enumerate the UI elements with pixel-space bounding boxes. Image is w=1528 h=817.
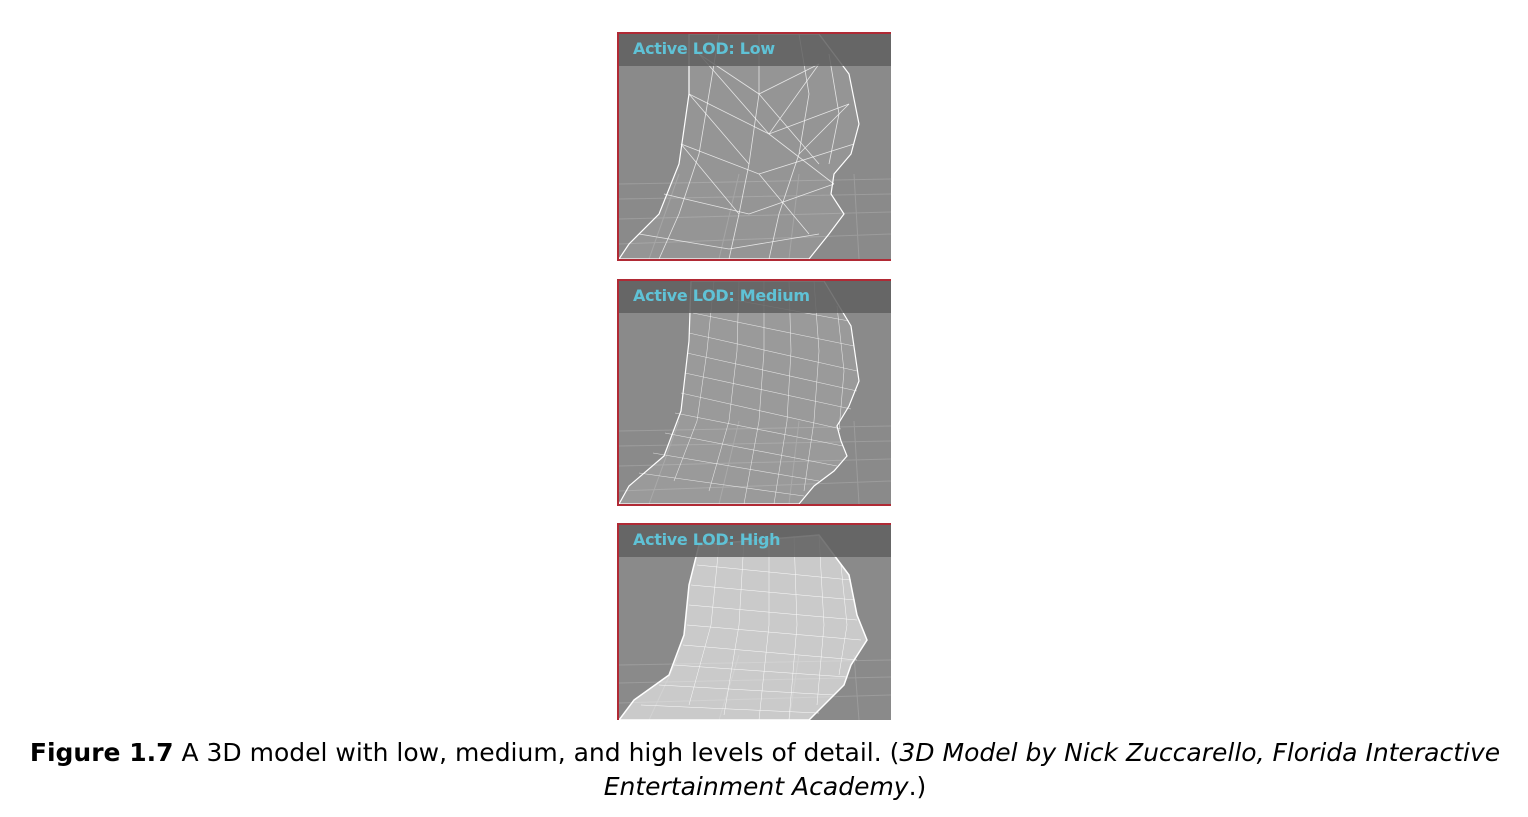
lod-high-viewport: Active LOD: High: [617, 523, 891, 720]
figure-caption: Figure 1.7 A 3D model with low, medium, …: [20, 736, 1510, 804]
caption-end: .): [908, 772, 927, 801]
lod-low-label: Active LOD: Low: [633, 39, 775, 58]
lod-medium-viewport: Active LOD: Medium: [617, 279, 891, 506]
lod-header-bar: Active LOD: High: [619, 525, 891, 557]
lod-medium-label: Active LOD: Medium: [633, 286, 810, 305]
head-silhouette: [619, 281, 860, 504]
lod-high-label: Active LOD: High: [633, 530, 781, 549]
lod-header-bar: Active LOD: Medium: [619, 281, 891, 313]
caption-credit: 3D Model by Nick Zuccarello, Florida Int…: [603, 738, 1501, 801]
head-silhouette: [619, 34, 860, 259]
head-silhouette: [619, 534, 868, 720]
figure-label: Figure 1.7: [29, 738, 174, 767]
lod-high-wireframe: [619, 534, 891, 720]
lod-medium-wireframe: [619, 281, 891, 504]
lod-header-bar: Active LOD: Low: [619, 34, 891, 66]
lod-low-viewport: Active LOD: Low: [617, 32, 891, 261]
lod-low-wireframe: [619, 34, 891, 259]
caption-text: A 3D model with low, medium, and high le…: [173, 738, 900, 767]
